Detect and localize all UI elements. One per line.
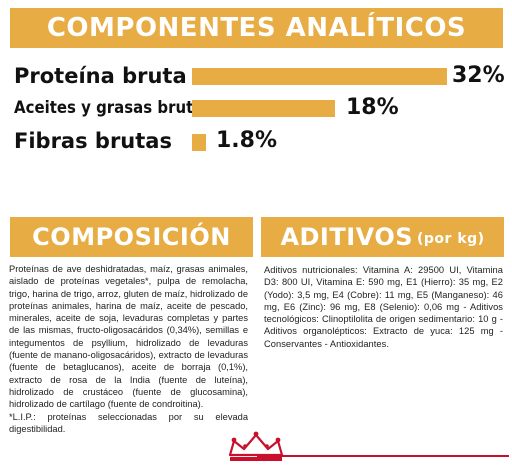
additives-title-suffix: (por kg) <box>417 231 485 247</box>
protein-value: 32% <box>452 63 505 88</box>
composition-banner: COMPOSICIÓN <box>10 217 253 257</box>
analytic-components-banner: COMPONENTES ANALÍTICOS <box>10 8 503 48</box>
fat-bar <box>192 100 335 117</box>
protein-bar <box>192 68 447 85</box>
crown-icon <box>228 431 284 461</box>
fiber-label: Fibras brutas <box>14 129 172 153</box>
additives-banner: ADITIVOS (por kg) <box>261 217 504 257</box>
composition-title: COMPOSICIÓN <box>32 223 231 251</box>
fat-label: Aceites y grasas brutos <box>14 98 213 118</box>
composition-note: *L.I.P.: proteínas seleccionadas por su … <box>9 411 248 434</box>
additives-text: Aditivos nutricionales: Vitamina A: 2950… <box>264 265 503 349</box>
fat-value: 18% <box>346 95 399 120</box>
fiber-value: 1.8% <box>216 128 278 153</box>
fiber-bar <box>192 134 206 151</box>
protein-label: Proteína bruta <box>14 64 187 88</box>
additives-text-block: Aditivos nutricionales: Vitamina A: 2950… <box>264 264 503 350</box>
composition-text-block: Proteínas de ave deshidratadas, maíz, gr… <box>9 263 248 435</box>
composition-text: Proteínas de ave deshidratadas, maíz, gr… <box>9 264 248 410</box>
footer-divider <box>257 455 509 457</box>
analytic-components-title: COMPONENTES ANALÍTICOS <box>46 13 467 43</box>
additives-title: ADITIVOS <box>280 223 414 251</box>
